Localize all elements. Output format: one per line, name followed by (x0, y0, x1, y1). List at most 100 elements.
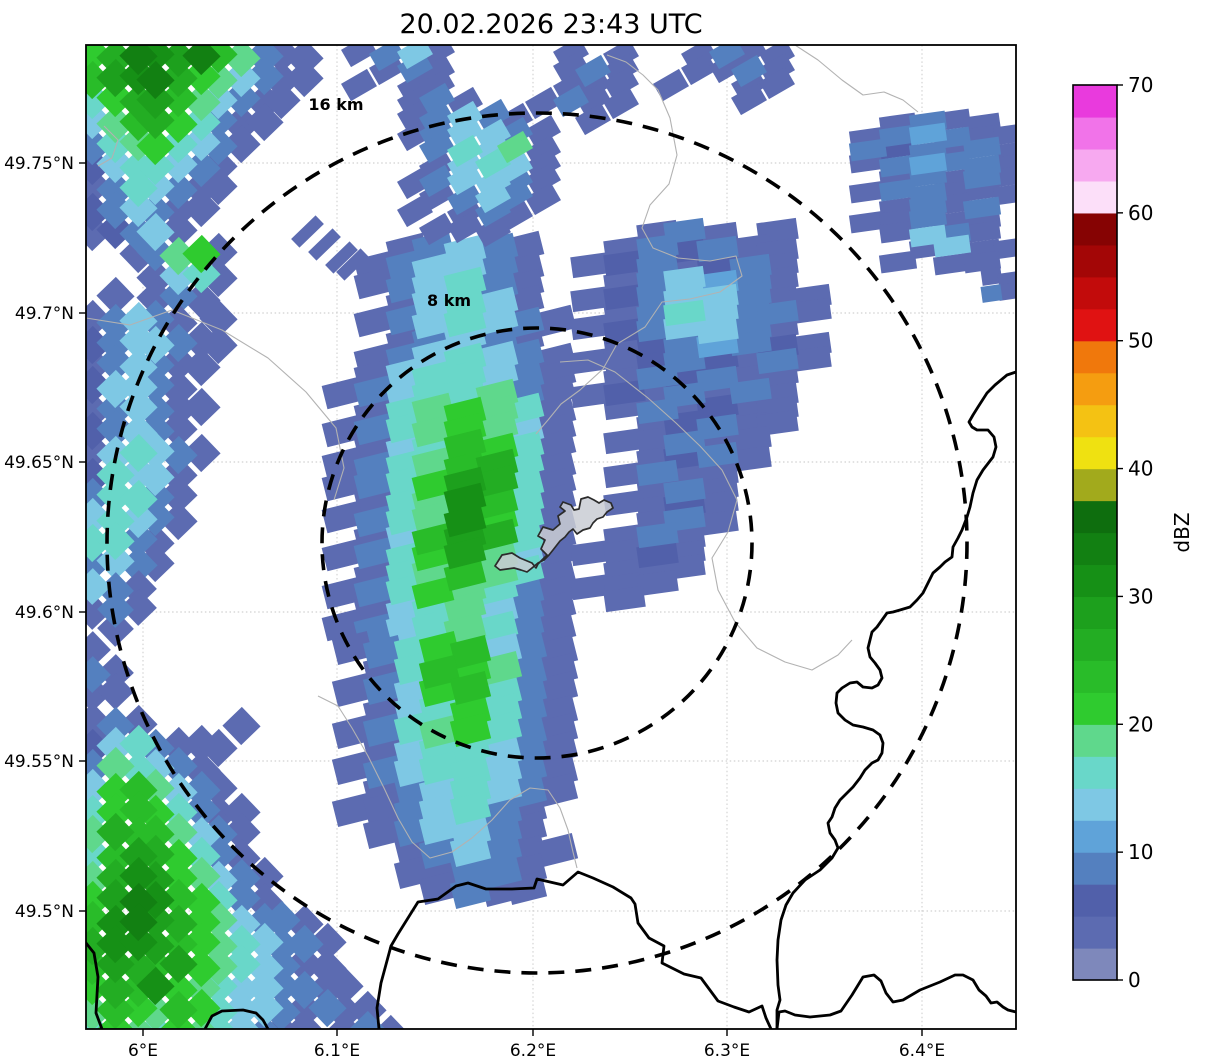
radar-cell (362, 635, 405, 669)
radar-cell (199, 325, 238, 365)
radar-cell (308, 988, 347, 1028)
radar-cell (182, 45, 221, 76)
radar-cell (86, 126, 112, 166)
radar-cell (159, 343, 198, 383)
radar-cell (418, 751, 461, 785)
radar-cell (362, 755, 405, 789)
radar-cell (480, 711, 523, 745)
radar-cell (159, 792, 198, 832)
radar-cell (159, 455, 198, 495)
radar-cell (353, 412, 397, 446)
radar-cell (96, 944, 135, 984)
radar-cell (449, 635, 492, 669)
radar-cell (86, 345, 112, 385)
country-border-line (775, 973, 1016, 1029)
radar-cell (475, 214, 511, 248)
radar-cell (96, 104, 135, 144)
radar-cell (245, 102, 284, 142)
radar-cell (729, 425, 772, 453)
radar-cell (159, 389, 198, 429)
x-tick-label: 6.1°E (314, 1041, 360, 1061)
radar-cell (119, 499, 158, 539)
radar-cell (419, 130, 455, 164)
radar-cell (182, 148, 221, 188)
radar-cell (96, 541, 135, 581)
radar-cell (603, 427, 646, 455)
radar-cell (447, 134, 483, 168)
radar-cell (86, 146, 112, 186)
radar-cell (86, 365, 112, 405)
radar-cell (86, 593, 111, 630)
radar-cell (636, 521, 679, 549)
radar-cell (570, 573, 613, 601)
radar-cell (285, 990, 324, 1029)
radar-cell (182, 1014, 221, 1029)
radar-cell (603, 86, 639, 120)
radar-cell (222, 1010, 261, 1029)
radar-cell (878, 154, 918, 178)
radar-cell (119, 704, 158, 744)
radar-cell (96, 838, 135, 878)
radar-cell (497, 178, 533, 212)
radar-cell (96, 878, 135, 918)
radar-cell (182, 770, 221, 810)
radar-cell (443, 536, 487, 570)
radar-cell (159, 475, 198, 515)
admin-boundary-line (317, 695, 578, 869)
radar-cell (182, 387, 221, 427)
radar-cell (336, 248, 369, 281)
radar-cell (96, 475, 135, 515)
radar-cell (731, 54, 767, 88)
radar-cell (653, 68, 689, 102)
radar-cell (575, 82, 611, 116)
radar-cell (96, 170, 135, 210)
radar-cell (353, 504, 397, 538)
radar-cell (86, 794, 112, 834)
radar-cell (908, 122, 948, 146)
country-border-line (86, 941, 104, 1029)
colorbar-segment (1073, 85, 1117, 118)
radar-cell (159, 323, 198, 363)
radar-cell (878, 250, 918, 274)
radar-cell (119, 301, 158, 341)
radar-cell (182, 836, 221, 876)
radar-cell (418, 655, 461, 689)
colorbar-tick-label: 60 (1128, 201, 1153, 225)
radar-cell (86, 391, 112, 431)
radar-cell (536, 773, 579, 807)
radar-cell (570, 285, 613, 313)
radar-cell (119, 790, 158, 830)
radar-cell (285, 924, 324, 964)
radar-cell (475, 518, 519, 552)
radar-cell (182, 856, 221, 896)
radar-cell (497, 130, 533, 164)
radar-cell (96, 124, 135, 164)
axes-border (85, 44, 1017, 1030)
admin-boundary-line (794, 45, 919, 113)
radar-cell (369, 45, 405, 72)
radar-cell (119, 188, 158, 228)
range-rings (105, 111, 969, 975)
radar-cell (397, 45, 433, 70)
radar-cell (159, 170, 198, 210)
y-tick-label: 49.65°N (4, 453, 74, 473)
radar-cell (411, 306, 455, 340)
radar-cell (285, 944, 324, 984)
radar-cell (159, 1010, 198, 1029)
x-tick-label: 6.2°E (510, 1041, 556, 1061)
radar-cell (980, 284, 1003, 303)
radar-cell (136, 60, 175, 100)
radar-cell (86, 80, 112, 120)
admin-boundary-line (535, 54, 743, 435)
radar-cell (119, 882, 158, 922)
radar-cell (245, 988, 284, 1028)
radar-cell (932, 252, 972, 276)
y-tick-label: 49.55°N (4, 752, 74, 772)
radar-cell (636, 541, 679, 569)
colorbar-segment (1073, 788, 1117, 821)
radar-cell (136, 258, 175, 298)
radar-cell (331, 715, 374, 749)
radar-cell (419, 164, 455, 198)
radar-cell (136, 325, 175, 365)
city-polygon (494, 496, 614, 573)
